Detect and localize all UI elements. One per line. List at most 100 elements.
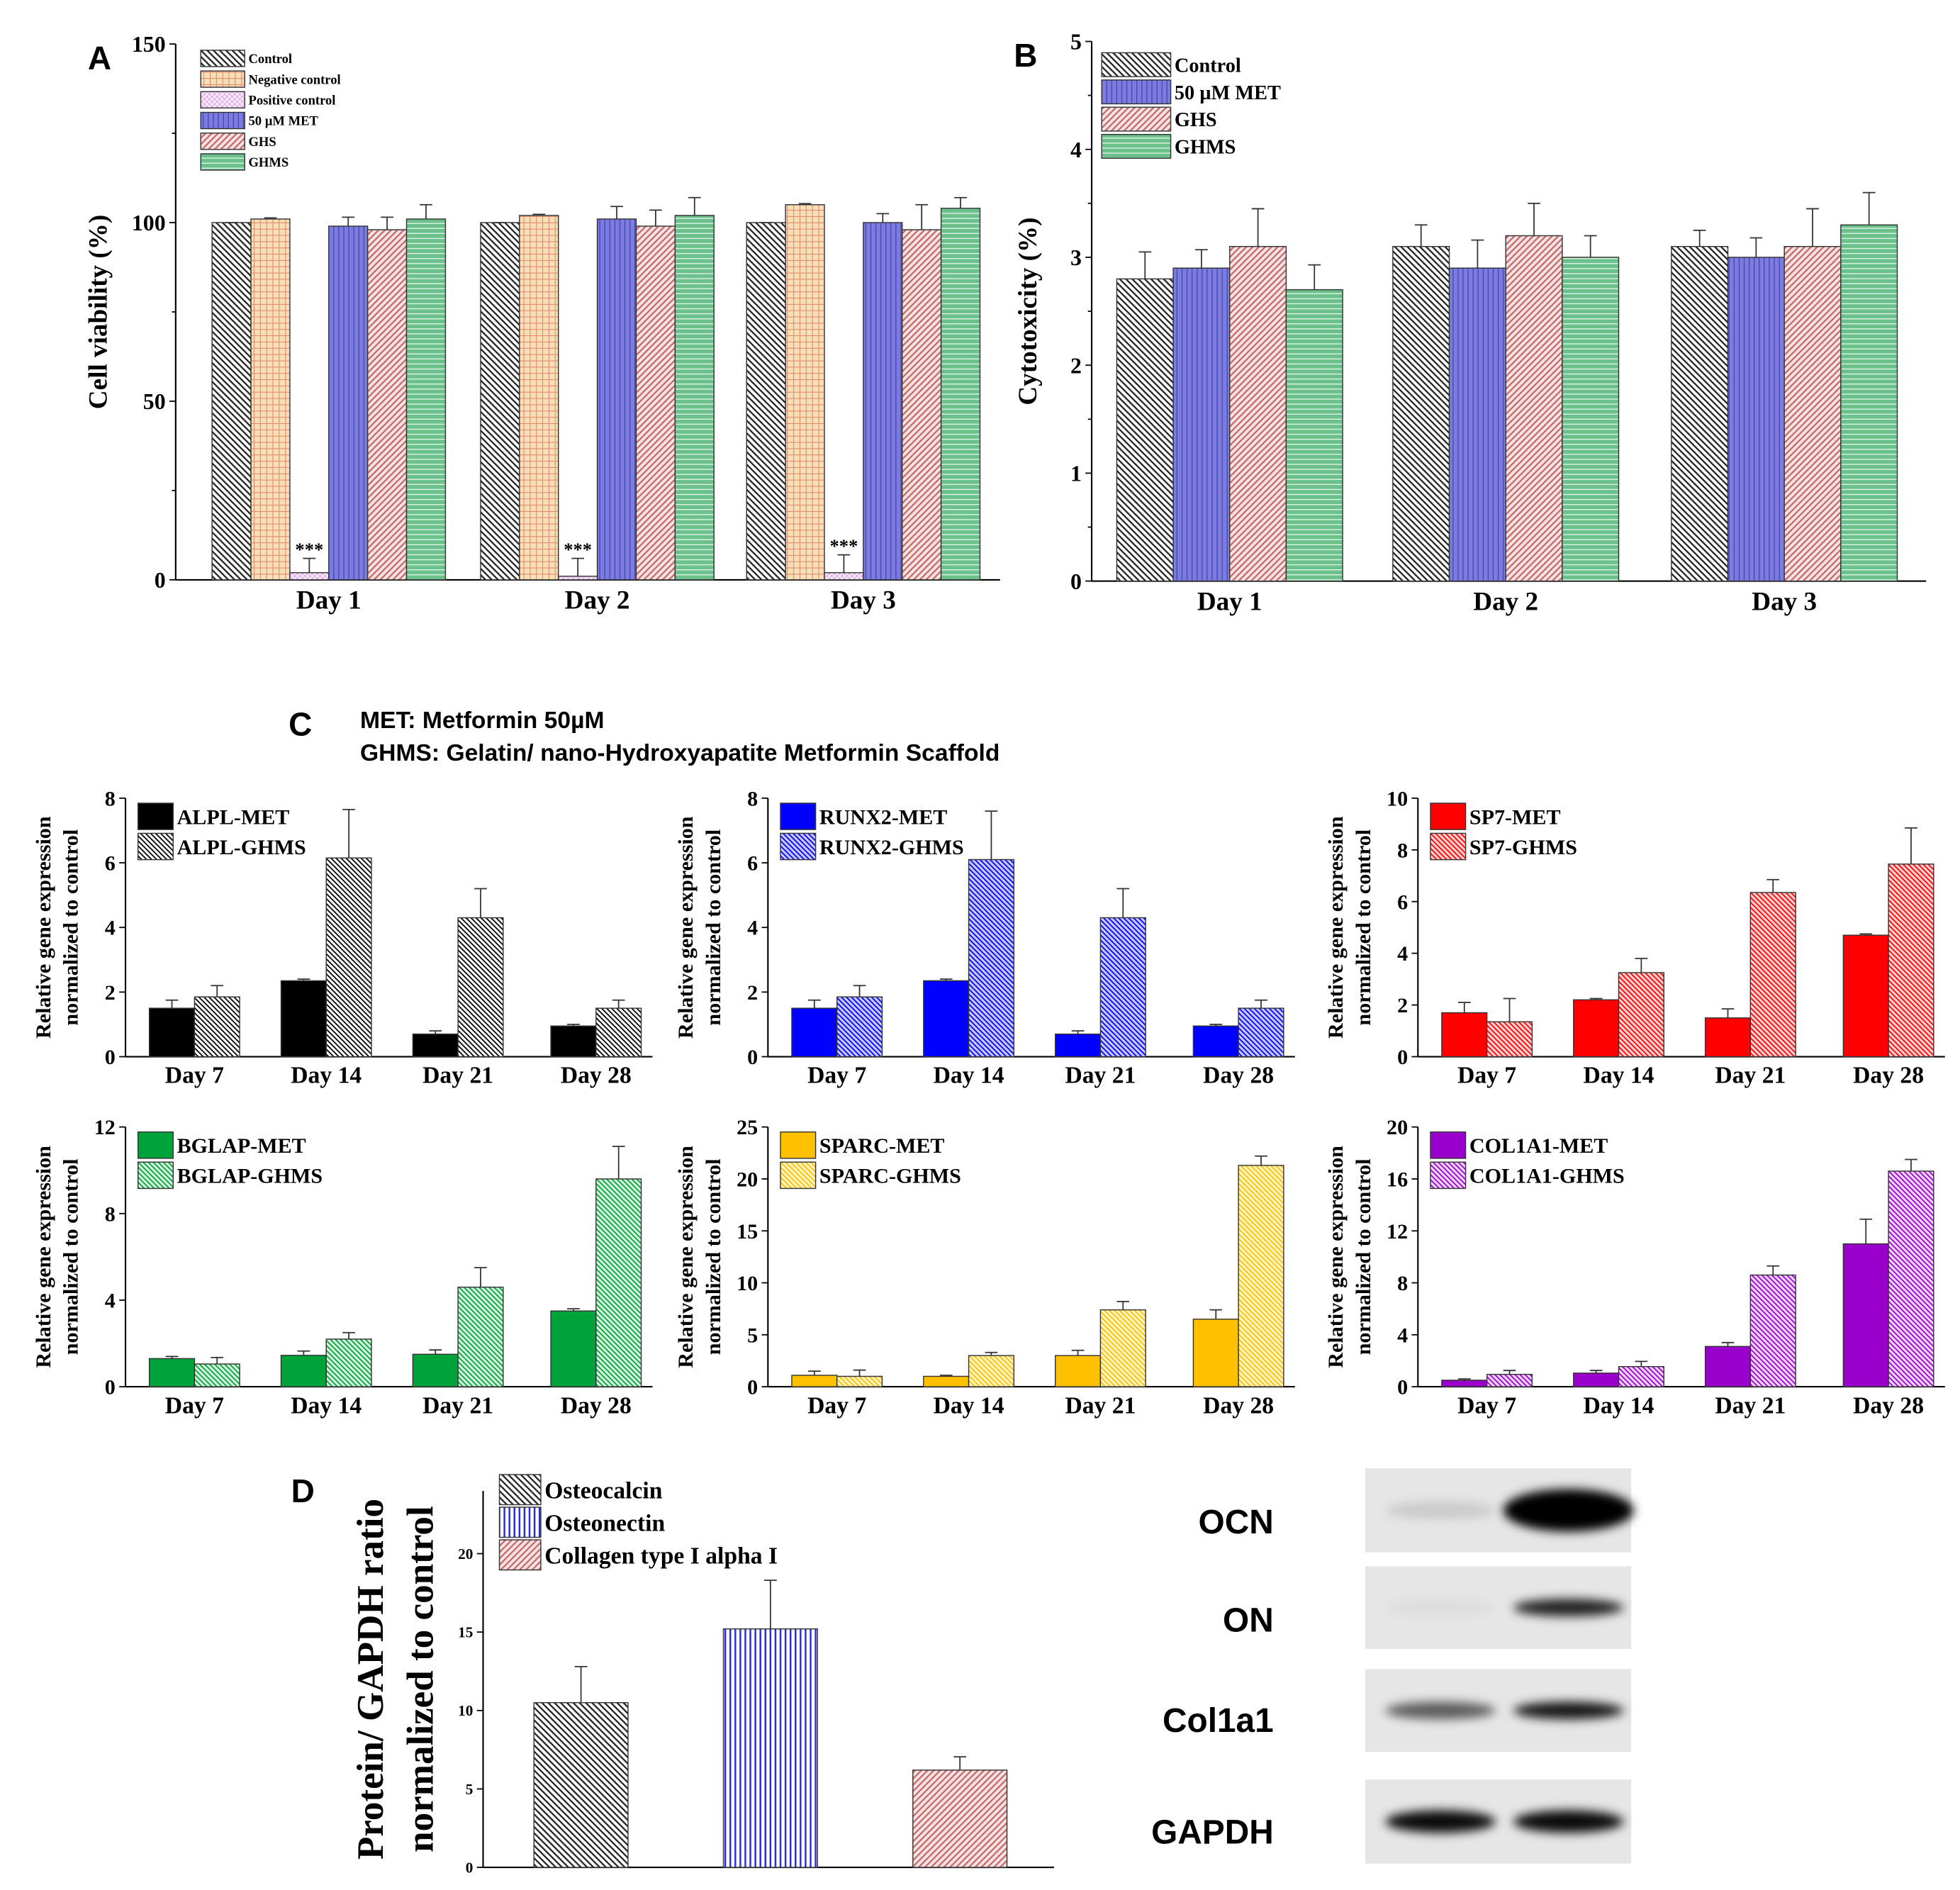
chart-c-col1a1: 0 4 8 12 16 20 Relative gene expression normali… <box>1323 1115 1945 1419</box>
bar <box>366 229 408 581</box>
y-tick-label: 1 <box>1070 462 1082 486</box>
bar <box>968 859 1015 1058</box>
legend-swatch <box>1430 832 1467 861</box>
bar <box>1573 1372 1620 1387</box>
y-tick-label: 4 <box>1397 1323 1408 1347</box>
blot-label: OCN <box>1199 1504 1274 1541</box>
bar <box>1099 1309 1146 1387</box>
y-tick-label: 2 <box>105 980 116 1005</box>
legend-label: 50 µM MET <box>248 114 318 129</box>
y-axis-label: normalized to control <box>59 1158 83 1355</box>
bar <box>595 1007 642 1058</box>
legend-label: COL1A1-GHMS <box>1469 1164 1625 1188</box>
blot-band <box>1513 1599 1624 1617</box>
legend-label: Control <box>1175 55 1241 77</box>
legend-swatch <box>200 91 245 109</box>
legend-label: BGLAP-GHMS <box>177 1164 323 1188</box>
x-tick-label: Day 3 <box>1752 587 1817 616</box>
significance-mark: *** <box>295 539 323 560</box>
legend-swatch <box>780 832 817 861</box>
legend-swatch <box>780 1161 817 1190</box>
y-axis-label: normalized to control <box>701 1158 725 1355</box>
x-tick-label: Day 14 <box>291 1063 362 1089</box>
x-tick-label: Day 7 <box>807 1392 866 1419</box>
bar <box>1704 1346 1752 1387</box>
bar <box>836 1375 883 1387</box>
y-axis-label: Relative gene expression <box>1323 1146 1348 1368</box>
bar <box>412 1033 459 1058</box>
legend-swatch <box>200 50 245 67</box>
bar <box>550 1310 597 1387</box>
y-tick-label: 4 <box>1397 941 1408 966</box>
panel-c-note-met: MET: Metformin 50µM <box>360 708 604 734</box>
bar <box>457 917 504 1058</box>
y-tick-label: 8 <box>1397 838 1408 862</box>
legend-swatch <box>780 1131 817 1159</box>
y-tick-label: 3 <box>1070 245 1082 270</box>
x-tick-label: Day 28 <box>1853 1063 1924 1089</box>
y-axis-label: Relative gene expression <box>1323 816 1348 1039</box>
bar <box>1285 289 1343 582</box>
bar <box>1573 999 1620 1058</box>
y-axis-label: Cytotoxicity (%) <box>1014 217 1043 405</box>
blot-label: Col1a1 <box>1163 1702 1274 1740</box>
x-tick-label: Day 7 <box>165 1063 224 1089</box>
y-tick-label: 2 <box>1070 353 1082 378</box>
y-tick-label: 15 <box>458 1624 473 1641</box>
bar <box>1671 246 1729 582</box>
legend-label: Osteonectin <box>544 1510 665 1536</box>
y-tick-label: 2 <box>747 980 758 1005</box>
y-tick-label: 100 <box>132 211 166 235</box>
y-tick-label: 10 <box>1387 786 1408 810</box>
legend-swatch <box>780 803 817 830</box>
western-blot: OCN ON Col1a1 GAPDH <box>1151 1468 1634 1864</box>
y-axis-label: Protein/ GAPDH ratio <box>350 1499 391 1860</box>
legend-label: COL1A1-MET <box>1469 1134 1608 1158</box>
legend-label: 50 µM MET <box>1175 82 1281 104</box>
bar <box>289 572 330 581</box>
x-tick-label: Day 21 <box>1065 1063 1136 1089</box>
blot-label: GAPDH <box>1151 1813 1274 1851</box>
legend-swatch <box>1101 79 1172 105</box>
bar <box>1562 257 1620 582</box>
legend-swatch <box>138 803 174 830</box>
panel-letter-c: C <box>289 705 312 742</box>
chart-c-bglap: 0 4 8 12 Relative gene expression normalized … <box>31 1115 653 1419</box>
bar <box>863 222 903 581</box>
bar <box>746 222 786 581</box>
legend-label: ALPL-GHMS <box>177 835 306 859</box>
panel-c-note-ghms: GHMS: Gelatin/ nano-Hydroxyapatite Metfo… <box>360 740 999 766</box>
bar <box>211 222 252 581</box>
blot-label: ON <box>1223 1601 1274 1639</box>
y-tick-label: 0 <box>1070 569 1082 594</box>
legend-label: Negative control <box>248 72 340 87</box>
x-tick-label: Day 21 <box>1065 1392 1136 1419</box>
blot-band <box>1503 1489 1634 1532</box>
bar <box>785 204 825 581</box>
y-tick-label: 20 <box>458 1545 473 1562</box>
significance-mark: *** <box>564 539 592 560</box>
legend-swatch <box>1101 52 1172 77</box>
bar <box>722 1628 818 1868</box>
y-axis-label: normalized to control <box>401 1506 442 1852</box>
legend-swatch <box>200 132 245 150</box>
blot-band <box>1513 1701 1624 1720</box>
bar <box>1441 1380 1488 1387</box>
chart-d: 0 5 10 15 20 Protein/ GAPDH ratio normalized t… <box>350 1474 1054 1877</box>
legend-label: RUNX2-GHMS <box>819 835 964 859</box>
legend-swatch <box>200 111 245 130</box>
chart-c-sparc: 0 5 10 15 20 25 Relative gene expression normal… <box>673 1115 1295 1419</box>
bar <box>1238 1007 1284 1058</box>
legend-label: RUNX2-MET <box>819 805 947 829</box>
blot-band <box>1385 1810 1496 1833</box>
bar <box>519 215 559 581</box>
panel-letter-a: A <box>88 39 111 76</box>
x-tick-label: Day 2 <box>1473 587 1538 616</box>
legend-label: Control <box>248 52 292 67</box>
bar <box>328 225 369 581</box>
bar <box>836 996 883 1058</box>
legend-label: ALPL-MET <box>177 805 290 829</box>
bar <box>1842 934 1889 1058</box>
y-tick-label: 50 <box>143 389 166 414</box>
